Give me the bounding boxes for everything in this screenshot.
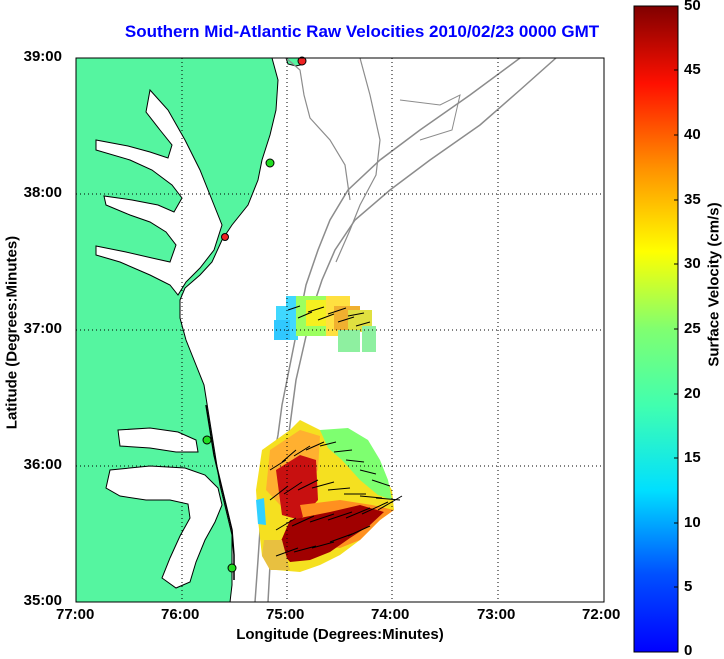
radar-station-marker bbox=[202, 435, 212, 445]
outer-banks bbox=[205, 404, 235, 580]
colorbar-tick-label: 25 bbox=[684, 320, 701, 337]
chesapeake-bay bbox=[95, 88, 223, 296]
colorbar-tick-label: 50 bbox=[684, 0, 701, 14]
colorbar-tick-label: 45 bbox=[684, 61, 701, 78]
colorbar-tick-label: 0 bbox=[684, 642, 693, 659]
colorbar-tick-label: 40 bbox=[684, 126, 701, 143]
grid-lines bbox=[76, 58, 604, 602]
x-tick-label: 77:00 bbox=[56, 606, 95, 623]
velocity-patch-south bbox=[256, 420, 394, 572]
colorbar bbox=[633, 5, 679, 653]
colorbar-ticks bbox=[674, 5, 678, 588]
colorbar-tick-label: 20 bbox=[684, 385, 701, 402]
bathymetry-contour bbox=[285, 58, 351, 201]
colorbar-tick-label: 35 bbox=[684, 191, 701, 208]
x-tick-label: 72:00 bbox=[582, 606, 621, 623]
bathymetry-contour bbox=[335, 58, 381, 263]
colorbar-tick-label: 30 bbox=[684, 255, 701, 272]
map-title: Southern Mid-Atlantic Raw Velocities 201… bbox=[124, 22, 600, 41]
velocity-vectors bbox=[269, 305, 403, 557]
y-tick-label: 35:00 bbox=[23, 592, 62, 609]
y-tick-label: 36:00 bbox=[23, 456, 62, 473]
x-tick-label: 76:00 bbox=[161, 606, 200, 623]
bathymetry-contour bbox=[399, 94, 461, 141]
pamlico-sound bbox=[105, 465, 223, 589]
radar-station-marker bbox=[221, 233, 229, 241]
x-tick-label: 75:00 bbox=[266, 606, 305, 623]
radar-station-marker bbox=[227, 563, 237, 573]
radar-station-marker bbox=[265, 158, 275, 168]
radar-station-marker bbox=[297, 56, 307, 66]
y-tick-label: 39:00 bbox=[23, 48, 62, 65]
colorbar-tick-label: 15 bbox=[684, 449, 701, 466]
x-axis-label: Longitude (Degrees:Minutes) bbox=[236, 626, 444, 643]
colorbar-tick-label: 10 bbox=[684, 514, 701, 531]
velocity-patch-north bbox=[274, 296, 376, 352]
albemarle-sound bbox=[117, 427, 199, 453]
colorbar-tick-label: 5 bbox=[684, 578, 693, 595]
y-axis-label: Latitude (Degrees:Minutes) bbox=[3, 235, 21, 430]
y-tick-label: 37:00 bbox=[23, 320, 62, 337]
colorbar-label: Surface Velocity (cm/s) bbox=[705, 202, 723, 367]
y-tick-label: 38:00 bbox=[23, 184, 62, 201]
plot-frame bbox=[75, 57, 605, 603]
x-tick-label: 74:00 bbox=[371, 606, 410, 623]
x-tick-label: 73:00 bbox=[477, 606, 516, 623]
